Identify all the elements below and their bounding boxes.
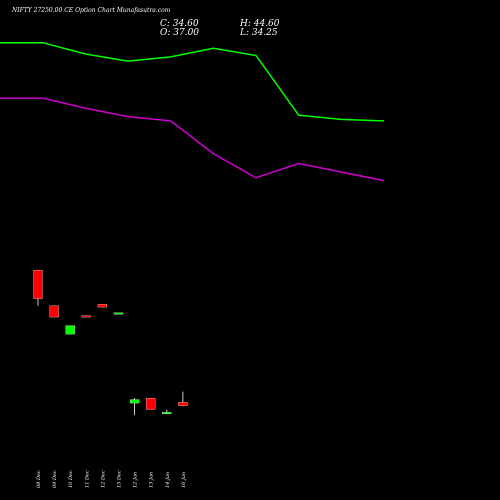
candle-body	[97, 304, 108, 308]
indicator-line-1	[0, 41, 385, 122]
indicator-line-2	[0, 97, 385, 182]
open-value: O: 37.00	[160, 28, 200, 38]
x-tick-label: 12 Jan	[133, 472, 139, 488]
candle-body	[178, 402, 188, 406]
candle	[162, 409, 172, 414]
candle	[97, 304, 108, 308]
x-tick-label: 10 Dec	[68, 470, 74, 488]
x-tick-label: 09 Dec	[52, 470, 58, 488]
candle-body	[113, 312, 124, 315]
candle	[146, 397, 156, 410]
close-value: C: 34.60	[160, 19, 199, 29]
candle	[178, 391, 188, 407]
candle-body	[146, 397, 156, 410]
candle	[81, 315, 91, 318]
candle	[33, 270, 43, 306]
candle	[129, 398, 140, 416]
candle-body	[81, 315, 91, 318]
low-value: L: 34.25	[240, 28, 278, 38]
x-tick-label: 12 Dec	[100, 470, 106, 488]
candle-body	[162, 412, 172, 414]
x-tick-label: 16 Jan	[181, 472, 187, 488]
candle	[65, 325, 75, 335]
candle	[113, 312, 124, 315]
chart-title: NIFTY 27250.00 CE Option Chart Munafasut…	[12, 7, 171, 14]
candle-body	[65, 325, 75, 335]
candle-body	[33, 270, 43, 299]
candle	[49, 305, 59, 318]
x-tick-label: 14 Jan	[165, 472, 171, 488]
candle-body	[49, 305, 59, 318]
x-tick-label: 11 Dec	[84, 470, 90, 488]
x-tick-label: 08 Dec	[36, 470, 42, 488]
high-value: H: 44.60	[240, 19, 280, 29]
x-tick-label: 13 Jan	[149, 472, 155, 488]
candle-body	[129, 399, 140, 404]
x-tick-label: 15 Dec	[117, 470, 123, 488]
